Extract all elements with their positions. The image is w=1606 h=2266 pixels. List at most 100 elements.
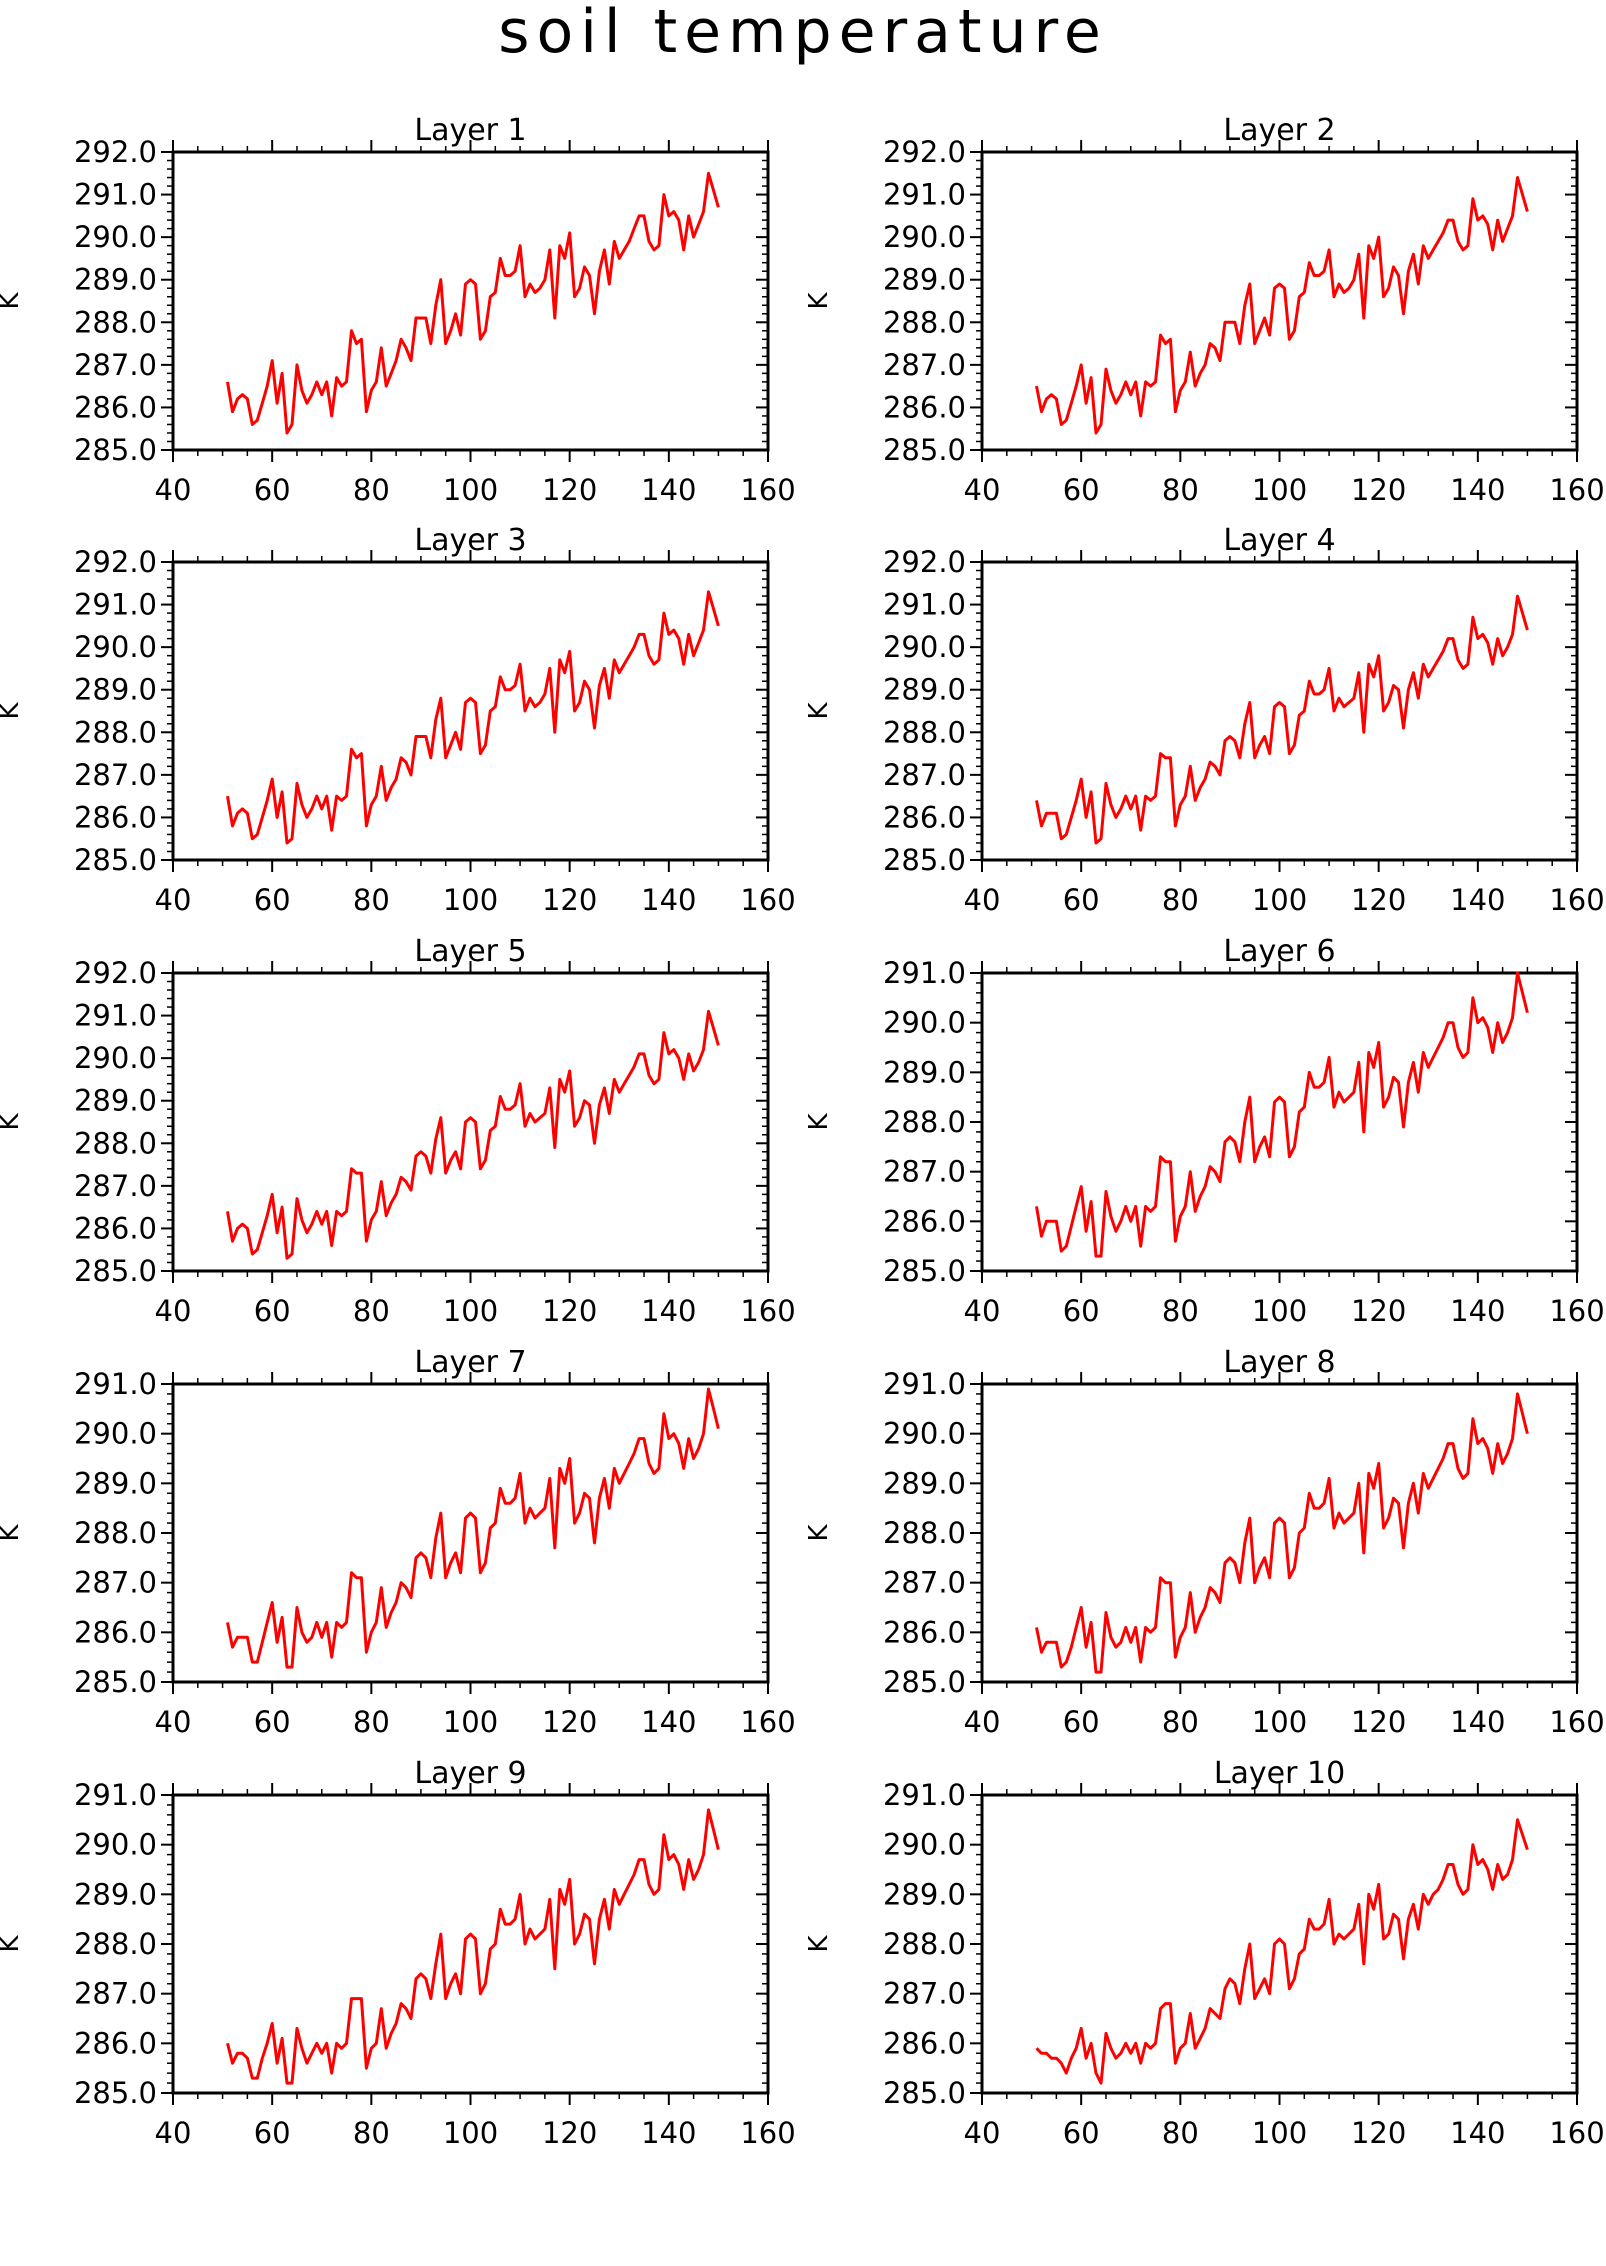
x-tick-label: 160	[740, 2116, 795, 2150]
x-tick-label: 60	[1063, 1705, 1100, 1739]
y-axis-label: K	[0, 1935, 25, 1953]
panel-3: Layer 3285.0286.0287.0288.0289.0290.0291…	[0, 523, 796, 917]
y-tick-label: 287.0	[883, 758, 966, 792]
x-tick-label: 140	[641, 2116, 696, 2150]
x-tick-label: 120	[542, 2116, 597, 2150]
x-tick-label: 40	[155, 883, 192, 917]
y-tick-label: 289.0	[883, 673, 966, 707]
x-tick-label: 160	[740, 1705, 795, 1739]
x-tick-label: 120	[1351, 1705, 1406, 1739]
x-tick-label: 40	[964, 2116, 1001, 2150]
y-tick-label: 285.0	[883, 433, 966, 467]
y-tick-label: 290.0	[883, 630, 966, 664]
panel-5: Layer 5285.0286.0287.0288.0289.0290.0291…	[0, 934, 796, 1328]
y-tick-label: 290.0	[883, 220, 966, 254]
plot-frame	[980, 1382, 1579, 1684]
y-tick-label: 289.0	[883, 1466, 966, 1500]
x-tick-label: 120	[1351, 2116, 1406, 2150]
series-line	[226, 171, 720, 435]
y-tick-label: 288.0	[883, 1516, 966, 1550]
y-tick-label: 287.0	[883, 348, 966, 382]
x-tick-label: 140	[1450, 473, 1505, 507]
y-tick-label: 291.0	[74, 588, 157, 622]
y-tick-label: 289.0	[74, 1466, 157, 1500]
x-tick-label: 80	[353, 883, 390, 917]
y-tick-label: 288.0	[883, 715, 966, 749]
x-tick-label: 40	[964, 883, 1001, 917]
figure-title: soil temperature	[498, 0, 1108, 67]
y-tick-label: 291.0	[883, 1778, 966, 1812]
y-axis-label: K	[804, 1524, 834, 1542]
x-tick-label: 60	[1063, 1294, 1100, 1328]
y-axis-label: K	[804, 1113, 834, 1131]
x-tick-label: 160	[1549, 883, 1604, 917]
x-tick-label: 140	[641, 1294, 696, 1328]
series-line	[226, 1808, 720, 2085]
y-tick-label: 288.0	[883, 1105, 966, 1139]
x-tick-label: 160	[740, 883, 795, 917]
x-tick-label: 100	[443, 1294, 498, 1328]
y-tick-label: 289.0	[74, 1084, 157, 1118]
x-tick-label: 80	[1162, 473, 1199, 507]
y-tick-label: 286.0	[883, 390, 966, 424]
x-tick-label: 80	[1162, 1705, 1199, 1739]
x-tick-label: 160	[1549, 1705, 1604, 1739]
x-tick-label: 60	[1063, 473, 1100, 507]
y-tick-label: 287.0	[883, 1155, 966, 1189]
plot-frame	[171, 1793, 770, 2095]
x-tick-label: 100	[1252, 1294, 1307, 1328]
x-tick-label: 60	[254, 2116, 291, 2150]
y-tick-label: 285.0	[74, 2076, 157, 2110]
x-tick-label: 120	[542, 1705, 597, 1739]
x-tick-label: 160	[740, 473, 795, 507]
x-tick-label: 140	[1450, 1294, 1505, 1328]
x-tick-label: 100	[1252, 1705, 1307, 1739]
y-tick-label: 288.0	[883, 305, 966, 339]
y-tick-label: 291.0	[74, 1778, 157, 1812]
y-tick-label: 285.0	[883, 1665, 966, 1699]
x-tick-label: 40	[964, 473, 1001, 507]
y-tick-label: 286.0	[74, 2026, 157, 2060]
x-tick-label: 80	[1162, 883, 1199, 917]
y-tick-label: 290.0	[74, 630, 157, 664]
y-tick-label: 289.0	[883, 1877, 966, 1911]
panels-group: Layer 1285.0286.0287.0288.0289.0290.0291…	[0, 113, 1605, 2150]
panel-7: Layer 7285.0286.0287.0288.0289.0290.0291…	[0, 1345, 796, 1739]
y-tick-label: 286.0	[883, 2026, 966, 2060]
x-tick-label: 40	[155, 1294, 192, 1328]
y-tick-label: 290.0	[74, 1828, 157, 1862]
y-axis-label: K	[804, 702, 834, 720]
y-tick-label: 287.0	[74, 348, 157, 382]
y-tick-label: 292.0	[74, 135, 157, 169]
y-tick-label: 291.0	[883, 588, 966, 622]
x-tick-label: 60	[1063, 2116, 1100, 2150]
y-tick-label: 292.0	[74, 956, 157, 990]
y-tick-label: 285.0	[74, 433, 157, 467]
y-tick-label: 292.0	[74, 545, 157, 579]
y-tick-label: 288.0	[883, 1927, 966, 1961]
x-tick-label: 140	[641, 1705, 696, 1739]
x-tick-label: 80	[1162, 2116, 1199, 2150]
y-tick-label: 286.0	[74, 390, 157, 424]
y-tick-label: 286.0	[883, 800, 966, 834]
y-tick-label: 288.0	[74, 1516, 157, 1550]
y-tick-label: 285.0	[883, 843, 966, 877]
x-tick-label: 40	[964, 1294, 1001, 1328]
y-tick-label: 286.0	[883, 1204, 966, 1238]
panel-1: Layer 1285.0286.0287.0288.0289.0290.0291…	[0, 113, 796, 507]
x-tick-label: 100	[1252, 883, 1307, 917]
series-line	[226, 590, 720, 845]
x-tick-label: 120	[1351, 883, 1406, 917]
y-tick-label: 291.0	[883, 956, 966, 990]
x-tick-label: 120	[1351, 1294, 1406, 1328]
plot-frame	[980, 1793, 1579, 2095]
x-tick-label: 160	[740, 1294, 795, 1328]
panel-8: Layer 8285.0286.0287.0288.0289.0290.0291…	[804, 1345, 1605, 1739]
y-tick-label: 286.0	[74, 1211, 157, 1245]
series-line	[1035, 1818, 1529, 2085]
x-tick-label: 60	[254, 883, 291, 917]
y-tick-label: 290.0	[883, 1417, 966, 1451]
y-axis-label: K	[804, 1935, 834, 1953]
x-tick-label: 100	[443, 473, 498, 507]
